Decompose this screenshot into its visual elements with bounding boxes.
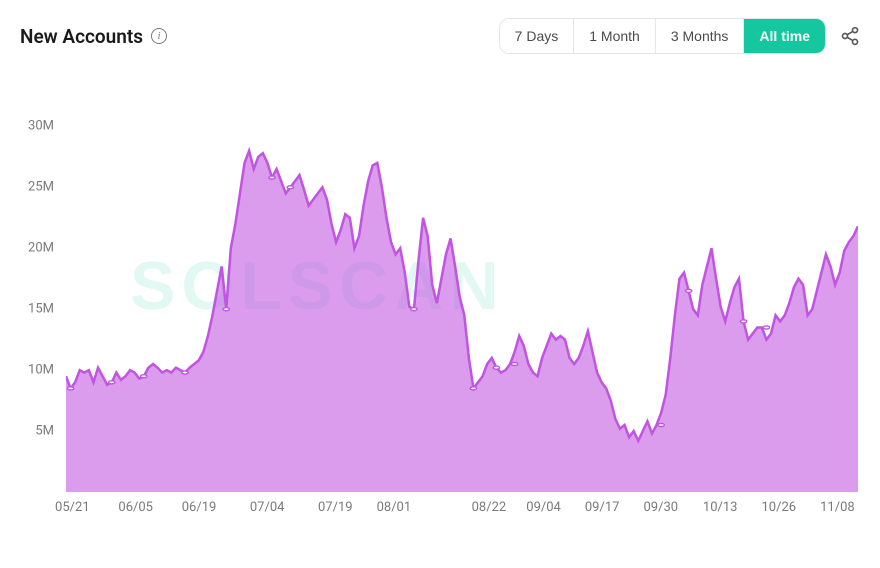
x-tick-label: 10/13 [703, 500, 738, 515]
x-tick-label: 06/19 [182, 500, 217, 515]
page-title: New Accounts [20, 25, 143, 48]
share-icon[interactable] [840, 26, 860, 46]
x-tick-label: 10/26 [762, 500, 797, 515]
y-tick-label: 20M [28, 241, 54, 256]
controls: 7 Days 1 Month 3 Months All time [499, 18, 860, 54]
x-tick-label: 07/04 [250, 500, 285, 515]
range-btn-alltime[interactable]: All time [744, 19, 825, 53]
x-tick-label: 09/17 [585, 500, 620, 515]
range-btn-1month[interactable]: 1 Month [574, 19, 656, 53]
y-tick-label: 25M [28, 180, 54, 195]
x-tick-label: 06/05 [118, 500, 153, 515]
chart-header: New Accounts i 7 Days 1 Month 3 Months A… [0, 0, 880, 54]
x-tick-label: 11/08 [820, 500, 855, 515]
y-tick-label: 5M [35, 424, 54, 439]
x-tick-label: 05/21 [55, 500, 90, 515]
y-tick-label: 10M [28, 363, 54, 378]
time-range-group: 7 Days 1 Month 3 Months All time [499, 18, 826, 54]
x-axis: 05/2106/0506/1907/0407/1908/0108/2209/04… [66, 500, 858, 520]
y-axis: 5M 10M 15M 20M 25M 30M [10, 102, 60, 492]
x-tick-label: 08/01 [377, 500, 412, 515]
range-btn-3months[interactable]: 3 Months [656, 19, 745, 53]
plot [66, 102, 858, 492]
title-wrap: New Accounts i [20, 25, 167, 48]
y-tick-label: 15M [28, 302, 54, 317]
range-btn-7days[interactable]: 7 Days [500, 19, 575, 53]
x-tick-label: 09/04 [526, 500, 561, 515]
x-tick-label: 09/30 [643, 500, 678, 515]
info-icon[interactable]: i [151, 28, 167, 44]
area-chart-svg [66, 102, 858, 492]
chart-area: SOLSCAN 5M10M15M20M25M30M 05/2106/0506/1… [10, 102, 858, 532]
x-tick-label: 08/22 [472, 500, 507, 515]
x-tick-label: 07/19 [318, 500, 353, 515]
y-tick-label: 30M [28, 119, 54, 134]
